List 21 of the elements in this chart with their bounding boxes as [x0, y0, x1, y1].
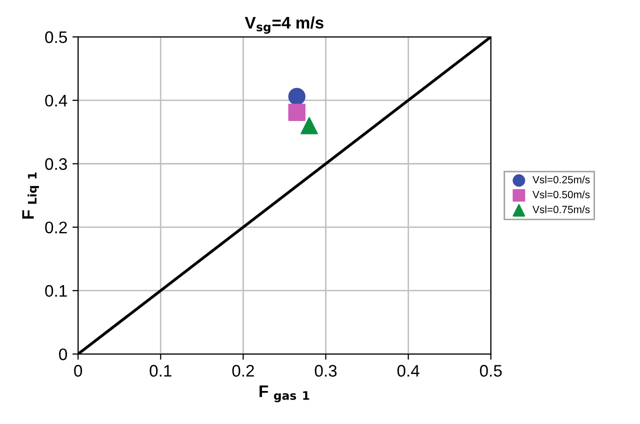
- x-tick-label: 0.2: [232, 364, 254, 377]
- x-tick-label: 0.1: [150, 364, 172, 377]
- y-tick-label: 0.5: [45, 31, 67, 44]
- x-axis-title: F $_{gas 1}$: [260, 386, 310, 402]
- y-tick-label: 0.2: [45, 222, 67, 234]
- y-tick-label: 0.3: [45, 158, 67, 170]
- x-tick-label: 0.5: [480, 364, 502, 377]
- chart-title: V$_{sg}$=4 m/s: [244, 16, 324, 34]
- point: [288, 104, 306, 121]
- x-tick-label: 0.4: [397, 364, 420, 377]
- y-tick-label: 0.4: [45, 94, 68, 107]
- x-tick-label: 0.3: [314, 364, 337, 377]
- y-tick-label: 0: [59, 348, 68, 360]
- point: [300, 117, 318, 134]
- legend-label: Vsl=0.75m/s: [532, 206, 590, 214]
- x-tick-label: 0: [74, 364, 82, 377]
- y-axis-title: F $_{Liq 1}$: [22, 172, 39, 219]
- point: [288, 88, 306, 106]
- legend-label: Vsl=0.25m/s: [532, 176, 590, 184]
- y-tick-label: 0.1: [45, 285, 67, 297]
- legend-label: Vsl=0.50m/s: [532, 190, 590, 198]
